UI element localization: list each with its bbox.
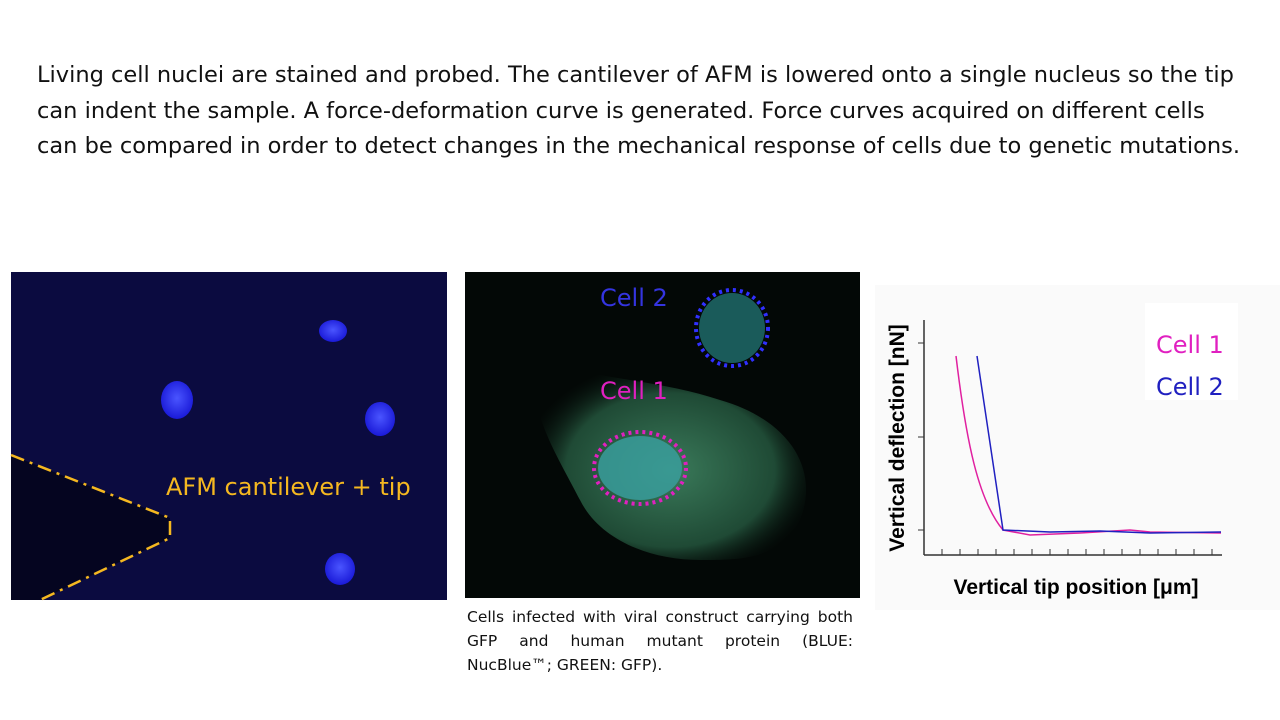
y-axis-label: Vertical deflection [nN]	[886, 324, 909, 552]
afm-label: AFM cantilever + tip	[166, 473, 411, 501]
legend-entry: Cell 2	[1156, 373, 1224, 401]
legend-entry: Cell 1	[1156, 331, 1224, 359]
afm-image: AFM cantilever + tip	[10, 272, 447, 602]
cell-1-label: Cell 1	[600, 377, 668, 405]
force-plot: Cell 1 Cell 2 Vertical deflection [nN] V…	[875, 285, 1280, 610]
intro-text: Living cell nuclei are stained and probe…	[37, 62, 1241, 159]
x-axis-label: Vertical tip position [μm]	[953, 576, 1198, 599]
caption: Cells infected with viral construct carr…	[467, 608, 853, 674]
cell-2-label: Cell 2	[600, 284, 668, 312]
cells-image: Cell 2 Cell 1	[465, 272, 860, 598]
